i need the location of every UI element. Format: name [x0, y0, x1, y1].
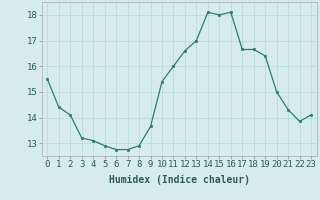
X-axis label: Humidex (Indice chaleur): Humidex (Indice chaleur)	[109, 175, 250, 185]
